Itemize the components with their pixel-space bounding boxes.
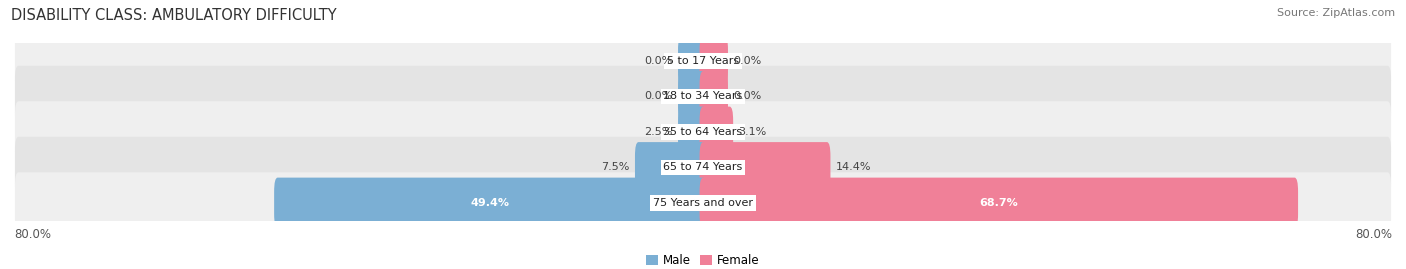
Text: 80.0%: 80.0% (1355, 228, 1392, 241)
Text: 0.0%: 0.0% (733, 56, 762, 66)
Text: 65 to 74 Years: 65 to 74 Years (664, 162, 742, 172)
FancyBboxPatch shape (636, 142, 706, 193)
Text: 7.5%: 7.5% (602, 162, 630, 172)
FancyBboxPatch shape (700, 142, 831, 193)
Text: 3.1%: 3.1% (738, 127, 766, 137)
FancyBboxPatch shape (15, 30, 1391, 91)
FancyBboxPatch shape (700, 107, 733, 157)
FancyBboxPatch shape (678, 107, 706, 157)
FancyBboxPatch shape (15, 137, 1391, 198)
Text: Source: ZipAtlas.com: Source: ZipAtlas.com (1277, 8, 1395, 18)
Text: 0.0%: 0.0% (733, 91, 762, 101)
Text: 2.5%: 2.5% (644, 127, 673, 137)
FancyBboxPatch shape (15, 172, 1391, 233)
FancyBboxPatch shape (700, 36, 728, 86)
Legend: Male, Female: Male, Female (641, 249, 765, 269)
FancyBboxPatch shape (274, 178, 706, 228)
Text: 5 to 17 Years: 5 to 17 Years (666, 56, 740, 66)
Text: DISABILITY CLASS: AMBULATORY DIFFICULTY: DISABILITY CLASS: AMBULATORY DIFFICULTY (11, 8, 337, 23)
FancyBboxPatch shape (15, 66, 1391, 127)
FancyBboxPatch shape (700, 178, 1298, 228)
Text: 68.7%: 68.7% (980, 198, 1018, 208)
Text: 75 Years and over: 75 Years and over (652, 198, 754, 208)
FancyBboxPatch shape (678, 36, 706, 86)
Text: 35 to 64 Years: 35 to 64 Years (664, 127, 742, 137)
Text: 14.4%: 14.4% (835, 162, 872, 172)
Text: 0.0%: 0.0% (644, 56, 673, 66)
Text: 49.4%: 49.4% (471, 198, 510, 208)
FancyBboxPatch shape (15, 101, 1391, 162)
Text: 18 to 34 Years: 18 to 34 Years (664, 91, 742, 101)
FancyBboxPatch shape (678, 71, 706, 122)
Text: 80.0%: 80.0% (14, 228, 51, 241)
Text: 0.0%: 0.0% (644, 91, 673, 101)
FancyBboxPatch shape (700, 71, 728, 122)
